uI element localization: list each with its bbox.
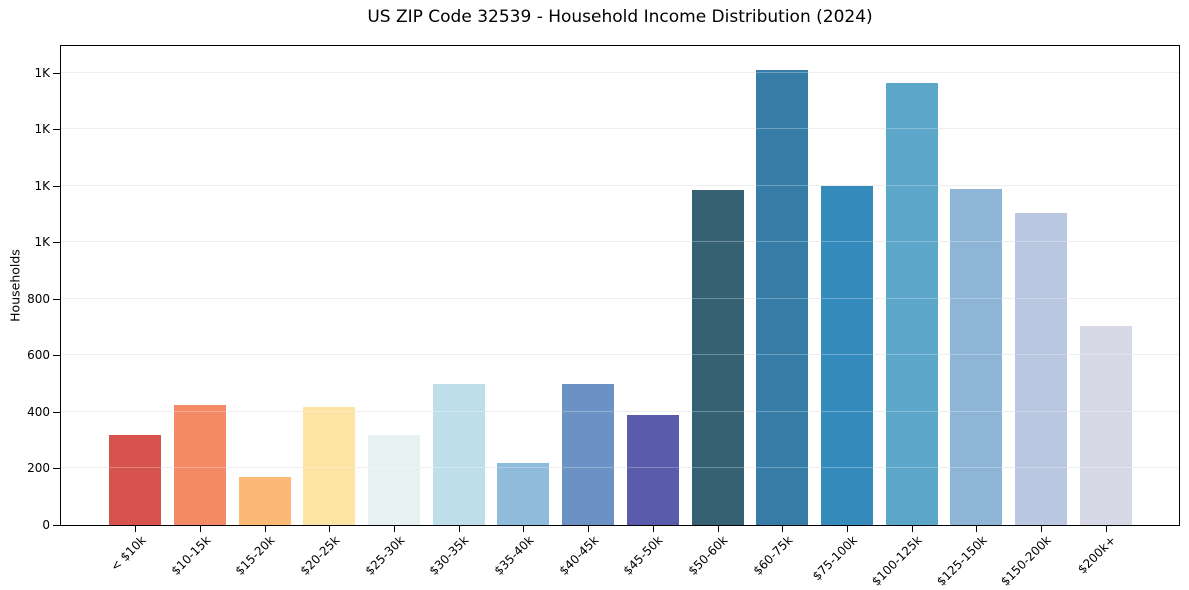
x-tick-mark <box>200 526 202 532</box>
bar <box>950 188 1003 525</box>
x-tick-mark <box>588 526 590 532</box>
bar <box>562 383 615 525</box>
x-tick-label: $50-60k <box>685 533 731 578</box>
gridline-overlay <box>61 354 1179 356</box>
bar <box>691 190 744 525</box>
bar <box>820 185 873 525</box>
gridline-overlay <box>61 241 1179 243</box>
gridline <box>61 467 1179 469</box>
x-tick-label: $10-15k <box>168 533 213 578</box>
y-tick-label: 600 <box>27 348 50 363</box>
x-tick-label: $200k+ <box>1075 533 1119 577</box>
gridline <box>61 128 1179 130</box>
y-tick-mark <box>53 242 60 244</box>
x-tick-label: $150-200k <box>998 533 1054 589</box>
x-tick-label: < $10k <box>107 533 149 574</box>
y-tick-mark <box>53 129 60 131</box>
y-tick-mark <box>53 355 60 357</box>
y-tick-label: 800 <box>27 291 50 306</box>
y-tick-mark <box>53 468 60 470</box>
gridline <box>61 410 1179 412</box>
y-tick-mark <box>53 525 60 526</box>
x-tick-label: $30-35k <box>426 533 472 578</box>
bar <box>756 70 809 525</box>
x-tick-mark <box>1040 526 1042 532</box>
x-tick-mark <box>782 526 784 532</box>
y-axis-label: Households <box>7 249 23 322</box>
x-tick-mark <box>846 526 848 532</box>
x-tick-label: $25-30k <box>362 533 407 578</box>
x-tick-label: $15-20k <box>232 533 278 578</box>
bar <box>238 476 291 525</box>
x-tick-mark <box>976 526 978 532</box>
plot-area <box>60 45 1180 526</box>
gridline-overlay <box>61 71 1179 73</box>
x-tick-mark <box>717 526 719 532</box>
gridline <box>61 297 1179 299</box>
bar <box>626 414 679 525</box>
y-tick-mark <box>53 72 60 74</box>
x-tick-mark <box>329 526 331 532</box>
bar <box>885 82 938 525</box>
x-tick-label: $20-25k <box>297 533 343 578</box>
x-tick-mark <box>1105 526 1107 532</box>
y-tick-label: 0 <box>42 518 50 532</box>
y-tick-mark <box>53 185 60 187</box>
bar <box>303 407 356 525</box>
x-tick-label: $125-150k <box>933 533 990 589</box>
y-tick-label: 400 <box>27 404 50 419</box>
y-tick-mark <box>53 298 60 300</box>
bar <box>109 434 162 525</box>
gridline <box>61 241 1179 243</box>
bar <box>1079 325 1132 525</box>
x-tick-label: $35-40k <box>491 533 537 578</box>
y-tick-label: 1K <box>34 235 50 250</box>
x-tick-label: $100-125k <box>868 533 925 589</box>
y-tick-mark <box>53 411 60 413</box>
bar <box>174 404 227 525</box>
gridline <box>61 71 1179 73</box>
bar <box>432 383 485 525</box>
x-tick-mark <box>652 526 654 532</box>
y-tick-label: 200 <box>27 461 50 476</box>
x-tick-mark <box>264 526 266 532</box>
gridline <box>61 184 1179 186</box>
chart-title: US ZIP Code 32539 - Household Income Dis… <box>367 7 873 27</box>
gridline-overlay <box>61 467 1179 469</box>
bar <box>368 434 421 525</box>
x-tick-mark <box>911 526 913 532</box>
y-tick-label: 1K <box>34 122 50 137</box>
gridline-overlay <box>61 128 1179 130</box>
x-tick-label: $60-75k <box>750 533 796 578</box>
y-tick-label: 1K <box>34 65 50 80</box>
bar <box>497 463 550 525</box>
gridline-overlay <box>61 297 1179 299</box>
gridline-overlay <box>61 184 1179 186</box>
x-tick-label: $75-100k <box>809 533 860 584</box>
gridline <box>61 354 1179 356</box>
x-tick-label: $45-50k <box>620 533 666 578</box>
x-tick-label: $40-45k <box>556 533 602 578</box>
bar <box>1014 212 1067 525</box>
x-tick-mark <box>458 526 460 532</box>
gridline-overlay <box>61 410 1179 412</box>
x-tick-mark <box>394 526 396 532</box>
x-tick-mark <box>135 526 137 532</box>
x-tick-mark <box>523 526 525 532</box>
y-tick-label: 1K <box>34 178 50 193</box>
